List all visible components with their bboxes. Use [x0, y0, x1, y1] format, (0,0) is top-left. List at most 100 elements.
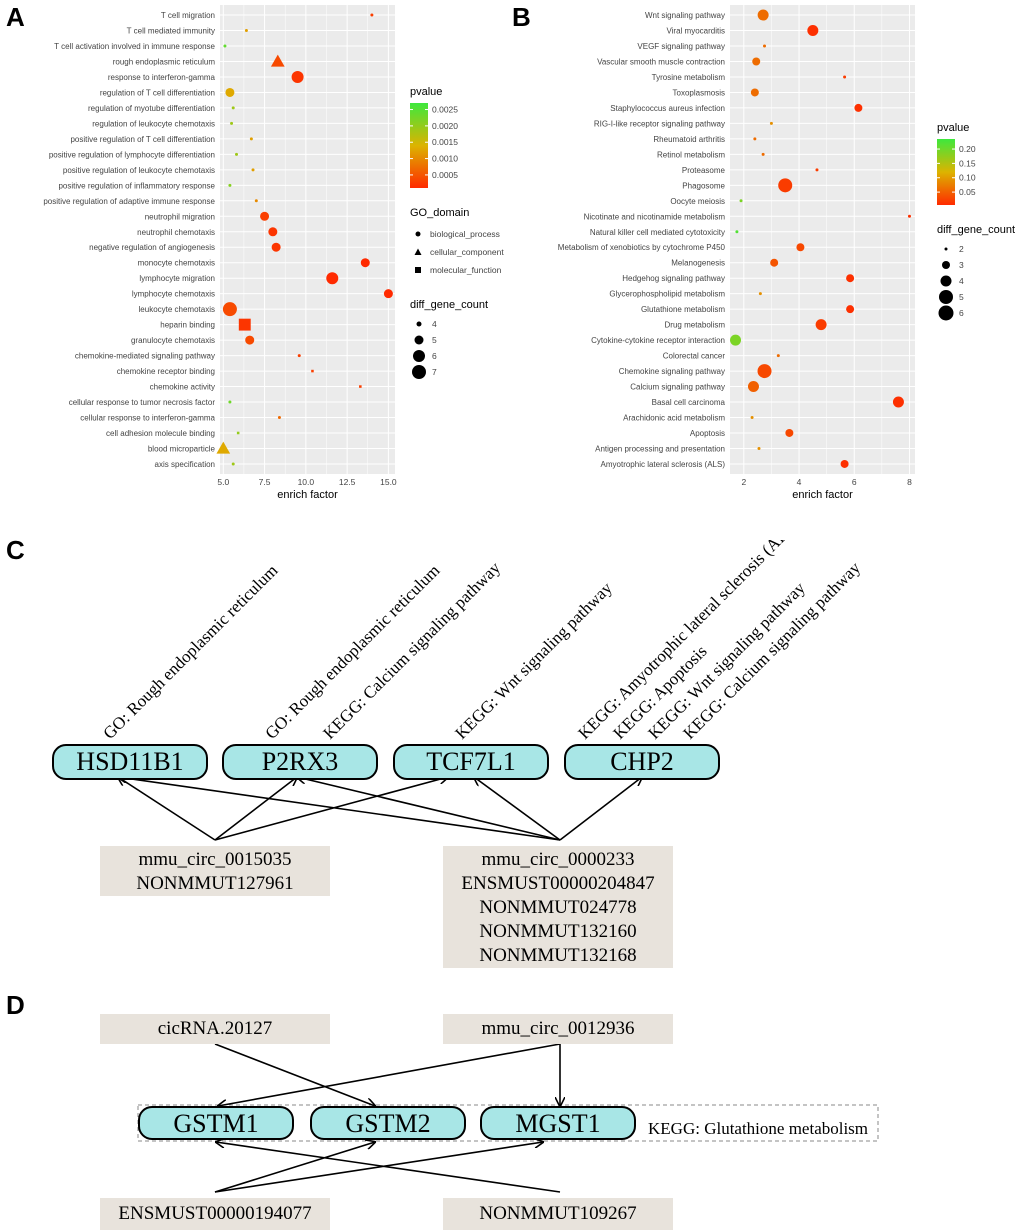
rna-mmu-circ: mmu_circ_0012936 [443, 1014, 673, 1044]
size-legend-key [414, 335, 424, 345]
point [251, 168, 255, 172]
pathway-label: KEGG: Glutathione metabolism [648, 1119, 868, 1138]
shape-legend-title: GO_domain [410, 207, 469, 219]
y-tick-label: Hedgehog signaling pathway [622, 274, 725, 283]
x-tick-label: 2 [741, 477, 746, 487]
point [750, 416, 754, 420]
shape-legend-label: molecular_function [430, 265, 502, 275]
y-tick-label: Melanogenesis [671, 259, 725, 268]
y-tick-label: VEGF signaling pathway [637, 42, 725, 51]
point [840, 459, 849, 468]
point [752, 57, 761, 66]
size-legend-title: diff_gene_count [937, 224, 1015, 236]
point [383, 289, 393, 299]
point [244, 29, 248, 33]
gene-gstm1: GSTM1 [138, 1106, 294, 1140]
gene-hsd11b1: HSD11B1 [52, 744, 208, 780]
point [359, 385, 362, 388]
edge-mmu-gstm1 [218, 1043, 561, 1106]
shape-legend-label: biological_process [430, 229, 500, 239]
chart-b: Wnt signaling pathway Viral myocarditis VE… [558, 5, 1015, 501]
x-tick-label: 7.5 [259, 477, 271, 487]
y-tick-label: Nicotinate and nicotinamide metabolism [584, 212, 726, 221]
panel-label-c: C [6, 535, 25, 565]
y-tick-label: rough endoplasmic reticulum [113, 57, 216, 66]
size-legend-key [944, 247, 948, 251]
y-tick-label: blood microparticle [148, 444, 216, 453]
y-tick-label: T cell activation involved in immune res… [54, 42, 215, 51]
x-tick-label: 15.0 [380, 477, 397, 487]
y-tick-label: Arachidonic acid metabolism [623, 414, 725, 423]
y-tick-label: positive regulation of adaptive immune r… [43, 197, 215, 206]
point [750, 88, 759, 97]
y-tick-label: Calcium signaling pathway [630, 383, 725, 392]
size-legend-label: 7 [432, 367, 437, 377]
annotation-chp2-calcium: KEGG: Calcium signaling pathway [679, 558, 864, 743]
y-tick-label: Oocyte meiosis [670, 197, 725, 206]
size-legend-label: 6 [432, 351, 437, 361]
point [815, 168, 819, 172]
edge-nonmmut-gstm1 [216, 1142, 561, 1193]
point [254, 199, 258, 203]
y-tick-label: chemokine activity [150, 383, 215, 392]
point [753, 137, 757, 141]
y-tick-label: lymphocyte chemotaxis [132, 290, 215, 299]
color-legend-label: 0.0020 [432, 121, 458, 131]
gene-p2rx3: P2RX3 [222, 744, 378, 780]
edge-right-tcf7l1 [474, 777, 561, 841]
edge-left-p2rx3 [214, 777, 297, 841]
size-legend-title: diff_gene_count [410, 299, 488, 311]
rna-item: mmu_circ_0015035 [138, 849, 292, 870]
edge-right-chp2 [559, 777, 642, 841]
y-tick-label: regulation of myotube differentiation [88, 104, 215, 113]
point [892, 396, 904, 408]
size-legend-key [938, 305, 954, 321]
y-tick-label: Colorectal cancer [663, 352, 726, 361]
y-tick-label: Amyotrophic lateral sclerosis (ALS) [601, 460, 726, 469]
shape-legend-key [415, 267, 421, 273]
size-legend-label: 6 [959, 308, 964, 318]
y-tick-label: response to interferon-gamma [108, 73, 216, 82]
y-tick-label: granulocyte chemotaxis [131, 336, 215, 345]
point [846, 305, 855, 314]
size-legend-key [942, 261, 950, 269]
point [297, 354, 301, 358]
point [268, 227, 278, 237]
gene-mgst1: MGST1 [480, 1106, 636, 1140]
point [807, 25, 819, 37]
point [231, 462, 235, 466]
point [370, 13, 374, 17]
y-tick-label: Viral myocarditis [666, 27, 725, 36]
rna-item: ENSMUST00000204847 [461, 873, 655, 894]
color-legend-label: 0.0015 [432, 137, 458, 147]
x-tick-label: 10.0 [298, 477, 315, 487]
network-d: KEGG: Glutathione metabolism [137, 1043, 879, 1193]
edge-ensmust-gstm2 [214, 1142, 375, 1193]
color-legend-label: 0.0025 [432, 105, 458, 115]
y-tick-label: cell adhesion molecule binding [106, 429, 215, 438]
point [776, 354, 780, 358]
size-legend-label: 5 [432, 335, 437, 345]
point [245, 335, 255, 345]
y-tick-label: Metabolism of xenobiotics by cytochrome … [558, 243, 726, 252]
x-axis-title: enrich factor [792, 489, 853, 501]
point [757, 9, 769, 21]
y-tick-label: Basal cell carcinoma [652, 398, 726, 407]
y-tick-label: Toxoplasmosis [673, 88, 725, 97]
point [763, 44, 767, 48]
size-legend-key [413, 350, 425, 362]
size-legend-label: 3 [959, 260, 964, 270]
y-tick-label: Wnt signaling pathway [645, 11, 725, 20]
color-legend-title: pvalue [410, 86, 442, 98]
rna-group-left: mmu_circ_0015035 NONMMUT127961 [100, 846, 330, 896]
y-tick-label: regulation of leukocyte chemotaxis [92, 119, 215, 128]
plot-background [220, 5, 395, 474]
rna-item: NONMMUT127961 [136, 873, 294, 894]
point [796, 243, 805, 252]
x-tick-label: 5.0 [217, 477, 229, 487]
y-tick-label: neutrophil chemotaxis [137, 228, 215, 237]
shape-legend-key [415, 231, 421, 237]
point [815, 319, 827, 331]
y-tick-label: Phagosome [682, 181, 725, 190]
y-tick-label: Staphylococcus aureus infection [610, 104, 725, 113]
